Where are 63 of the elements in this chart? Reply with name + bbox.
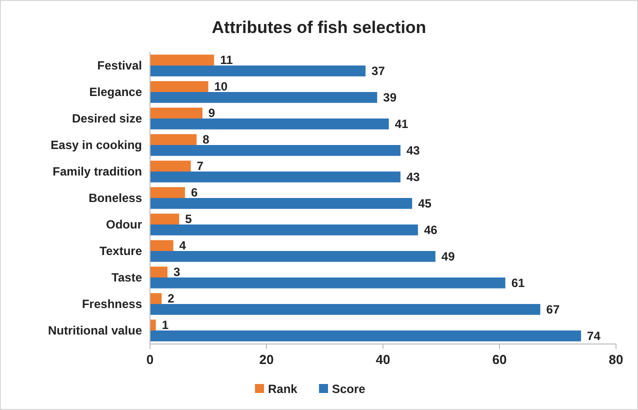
data-label: 6 <box>190 186 198 200</box>
bar <box>150 224 418 236</box>
bar <box>150 293 162 304</box>
y-tick-label: Elegance <box>89 85 142 100</box>
bar <box>150 118 389 130</box>
y-tick-label: Taste <box>112 270 142 284</box>
data-label: 74 <box>587 328 601 343</box>
data-label: 3 <box>173 265 180 280</box>
x-tick-label: 80 <box>608 352 624 367</box>
x-tick-label: 60 <box>492 352 507 367</box>
bar <box>150 54 214 66</box>
data-label: 67 <box>546 302 560 316</box>
y-tick-label: Nutritional value <box>48 323 142 338</box>
bar <box>150 330 582 342</box>
bar <box>150 304 540 315</box>
bar <box>150 250 436 262</box>
y-tick-label: Easy in cooking <box>50 138 142 152</box>
y-tick-label: Freshness <box>82 296 142 311</box>
bar <box>150 108 202 119</box>
data-label: 7 <box>196 159 204 174</box>
chart-title: Attributes of fish selection <box>212 18 426 37</box>
data-label: 1 <box>162 318 169 332</box>
x-tick-label: 0 <box>146 352 154 367</box>
data-label: 41 <box>394 116 408 131</box>
y-tick-label: Family tradition <box>52 164 142 179</box>
y-tick-label: Odour <box>106 217 142 232</box>
bar <box>150 277 506 288</box>
data-label: 9 <box>208 106 216 120</box>
legend-label: Rank <box>268 382 298 396</box>
data-label: 37 <box>372 64 386 78</box>
y-tick-label: Desired size <box>72 112 142 126</box>
bar <box>150 187 185 198</box>
data-label: 49 <box>441 249 456 264</box>
data-label: 39 <box>383 90 397 104</box>
bar <box>150 160 191 172</box>
data-label: 11 <box>220 53 234 68</box>
x-tick-label: 40 <box>376 352 390 367</box>
bar <box>150 145 400 156</box>
y-tick-label: Texture <box>100 244 142 258</box>
bar <box>150 320 156 330</box>
data-label: 46 <box>424 222 438 237</box>
y-tick-label: Boneless <box>88 191 142 205</box>
data-label: 43 <box>406 170 420 184</box>
y-tick-label: Festival <box>97 58 142 73</box>
data-label: 43 <box>406 143 420 158</box>
data-label: 4 <box>179 238 186 253</box>
bar <box>150 81 208 92</box>
bar <box>150 240 174 251</box>
bar <box>150 198 412 209</box>
bar <box>150 92 378 103</box>
data-label: 5 <box>185 212 192 226</box>
bar <box>150 266 168 278</box>
data-label: 2 <box>168 292 175 306</box>
data-label: 61 <box>511 276 525 290</box>
data-label: 45 <box>418 196 432 210</box>
data-label: 8 <box>202 132 210 147</box>
data-label: 10 <box>214 80 228 94</box>
bar <box>150 134 197 146</box>
bar <box>150 172 400 182</box>
bar <box>150 66 366 76</box>
bar <box>150 214 180 224</box>
x-tick-label: 20 <box>259 352 274 367</box>
legend-label: Score <box>332 382 366 396</box>
